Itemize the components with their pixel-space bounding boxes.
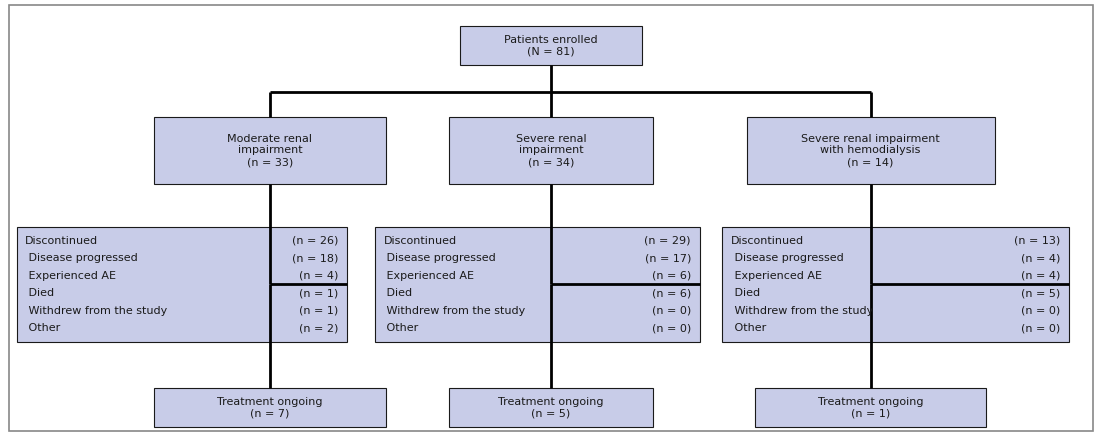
Text: Discontinued: Discontinued [25, 236, 98, 246]
FancyBboxPatch shape [17, 227, 347, 342]
Text: (n = 6): (n = 6) [651, 288, 691, 298]
FancyBboxPatch shape [154, 388, 386, 427]
Text: (n = 1): (n = 1) [299, 306, 338, 316]
FancyBboxPatch shape [450, 388, 652, 427]
Text: Treatment ongoing
(n = 7): Treatment ongoing (n = 7) [217, 397, 323, 419]
Text: (n = 4): (n = 4) [1020, 271, 1060, 281]
Text: Withdrew from the study: Withdrew from the study [25, 306, 168, 316]
FancyBboxPatch shape [722, 227, 1069, 342]
Text: Discontinued: Discontinued [383, 236, 456, 246]
FancyBboxPatch shape [755, 388, 986, 427]
Text: (n = 0): (n = 0) [651, 306, 691, 316]
Text: Moderate renal
impairment
(n = 33): Moderate renal impairment (n = 33) [227, 134, 313, 167]
Text: Disease progressed: Disease progressed [25, 253, 138, 263]
Text: Died: Died [383, 288, 412, 298]
Text: (n = 6): (n = 6) [651, 271, 691, 281]
FancyBboxPatch shape [461, 26, 641, 65]
Text: Patients enrolled
(N = 81): Patients enrolled (N = 81) [505, 35, 597, 57]
Text: (n = 1): (n = 1) [299, 288, 338, 298]
Text: Disease progressed: Disease progressed [383, 253, 496, 263]
Text: Severe renal impairment
with hemodialysis
(n = 14): Severe renal impairment with hemodialysi… [801, 134, 940, 167]
FancyBboxPatch shape [747, 116, 994, 184]
Text: Disease progressed: Disease progressed [731, 253, 843, 263]
Text: (n = 29): (n = 29) [645, 236, 691, 246]
FancyBboxPatch shape [450, 116, 652, 184]
Text: Experienced AE: Experienced AE [25, 271, 117, 281]
Text: Died: Died [731, 288, 759, 298]
Text: (n = 4): (n = 4) [299, 271, 338, 281]
Text: (n = 26): (n = 26) [292, 236, 338, 246]
Text: Withdrew from the study: Withdrew from the study [731, 306, 873, 316]
FancyBboxPatch shape [154, 116, 386, 184]
Text: (n = 0): (n = 0) [1020, 306, 1060, 316]
Text: Other: Other [383, 323, 419, 333]
Text: (n = 5): (n = 5) [1020, 288, 1060, 298]
Text: (n = 4): (n = 4) [1020, 253, 1060, 263]
Text: (n = 18): (n = 18) [292, 253, 338, 263]
Text: Treatment ongoing
(n = 5): Treatment ongoing (n = 5) [498, 397, 604, 419]
FancyBboxPatch shape [375, 227, 700, 342]
Text: (n = 13): (n = 13) [1014, 236, 1060, 246]
Text: Other: Other [731, 323, 766, 333]
Text: (n = 2): (n = 2) [299, 323, 338, 333]
Text: Other: Other [25, 323, 61, 333]
Text: Withdrew from the study: Withdrew from the study [383, 306, 526, 316]
Text: Treatment ongoing
(n = 1): Treatment ongoing (n = 1) [818, 397, 923, 419]
Text: Severe renal
impairment
(n = 34): Severe renal impairment (n = 34) [516, 134, 586, 167]
Text: (n = 17): (n = 17) [645, 253, 691, 263]
Text: Experienced AE: Experienced AE [731, 271, 822, 281]
Text: (n = 0): (n = 0) [651, 323, 691, 333]
Text: Experienced AE: Experienced AE [383, 271, 475, 281]
Text: Died: Died [25, 288, 54, 298]
Text: (n = 0): (n = 0) [1020, 323, 1060, 333]
Text: Discontinued: Discontinued [731, 236, 803, 246]
